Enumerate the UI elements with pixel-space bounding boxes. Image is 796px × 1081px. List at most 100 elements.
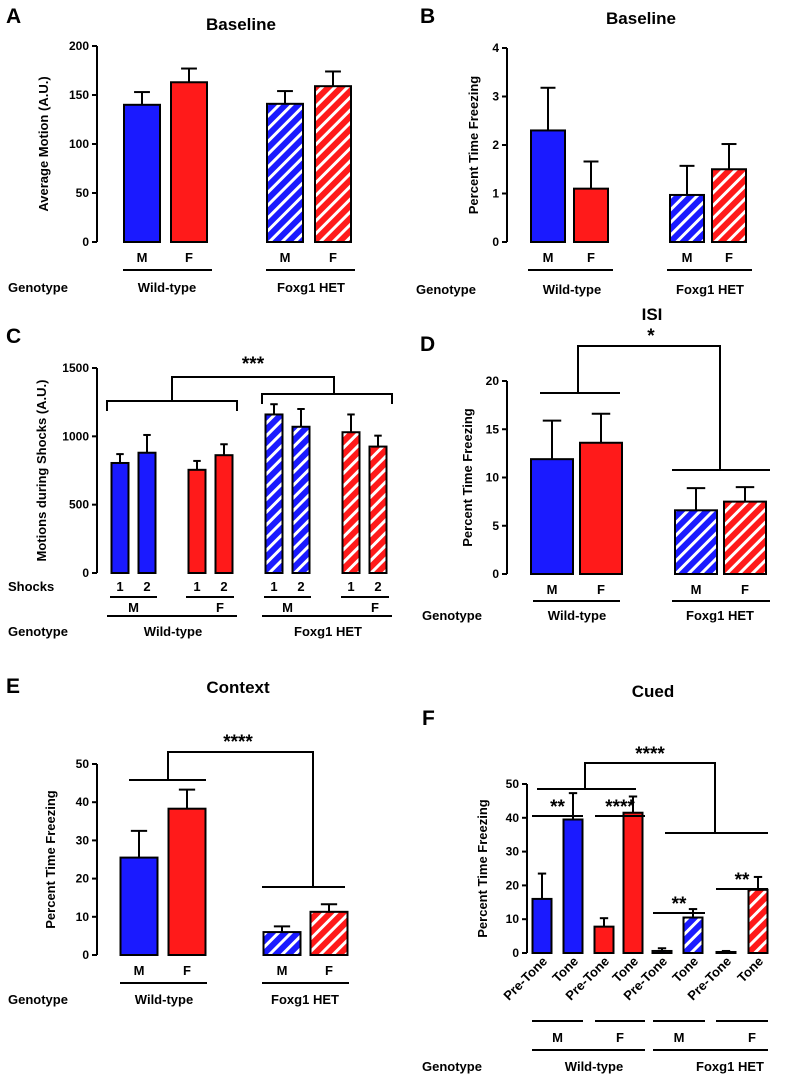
panel-label-B: B bbox=[420, 5, 435, 28]
category-label-A: F bbox=[185, 250, 193, 265]
y-tick-label-C: 500 bbox=[69, 498, 89, 512]
bar-F-7 bbox=[715, 950, 737, 955]
category-label-B: M bbox=[543, 250, 554, 265]
group-label-A: Wild-type bbox=[138, 280, 196, 295]
shock-number-C: 1 bbox=[270, 579, 277, 594]
bracket-main-E bbox=[167, 751, 314, 887]
y-tick-label-A: 50 bbox=[76, 186, 90, 200]
category-label-F: Tone bbox=[734, 954, 766, 986]
y-axis-label-E: Percent Time Freezing bbox=[43, 790, 58, 929]
y-axis-label-C: Motions during Shocks (A.U.) bbox=[34, 380, 49, 562]
panel-title-D: ISI bbox=[642, 305, 663, 324]
significance-E: **** bbox=[223, 732, 253, 753]
panel-title-B: Baseline bbox=[606, 9, 676, 28]
y-tick-label-B: 2 bbox=[492, 138, 499, 152]
sex-label-C: M bbox=[282, 600, 293, 615]
group-label-F: Wild-type bbox=[565, 1059, 623, 1074]
y-tick-label-F: 50 bbox=[506, 777, 520, 791]
bracket-main-D bbox=[577, 345, 721, 470]
bar-C-3 bbox=[187, 468, 207, 575]
bar-F-8 bbox=[747, 888, 769, 955]
panel-label-C: C bbox=[6, 325, 21, 348]
category-label-E: M bbox=[277, 963, 288, 978]
group-label-E: Foxg1 HET bbox=[271, 992, 339, 1007]
pair-significance-F: ** bbox=[735, 870, 750, 891]
category-label-D: M bbox=[691, 582, 702, 597]
category-label-A: F bbox=[329, 250, 337, 265]
y-axis-label-D: Percent Time Freezing bbox=[460, 408, 475, 547]
category-label-D: F bbox=[741, 582, 749, 597]
y-tick-label-B: 3 bbox=[492, 90, 499, 104]
significance-D: * bbox=[647, 326, 655, 347]
shock-number-C: 1 bbox=[193, 579, 200, 594]
bar-C-7 bbox=[341, 431, 361, 574]
y-tick-label-A: 200 bbox=[69, 39, 89, 53]
category-label-B: M bbox=[682, 250, 693, 265]
y-tick-label-B: 0 bbox=[492, 235, 499, 249]
bar-D-3 bbox=[674, 509, 718, 575]
genotype-label-A: Genotype bbox=[8, 280, 68, 295]
panel-title-E: Context bbox=[206, 678, 270, 697]
y-tick-label-F: 0 bbox=[512, 946, 519, 960]
bar-E-1 bbox=[119, 856, 159, 957]
category-label-E: F bbox=[183, 963, 191, 978]
bar-B-2 bbox=[573, 187, 609, 243]
category-label-F: Pre-Tone bbox=[500, 954, 550, 1004]
y-tick-label-E: 0 bbox=[82, 948, 89, 962]
group-label-E: Wild-type bbox=[135, 992, 193, 1007]
bar-F-4 bbox=[622, 811, 644, 954]
y-tick-label-E: 40 bbox=[76, 795, 90, 809]
y-tick-label-F: 30 bbox=[506, 845, 520, 859]
bar-F-2 bbox=[562, 818, 584, 954]
group-label-D: Foxg1 HET bbox=[686, 608, 754, 623]
sex-label-C: M bbox=[128, 600, 139, 615]
y-axis-label-A: Average Motion (A.U.) bbox=[36, 76, 51, 211]
bar-F-5 bbox=[651, 949, 673, 954]
bar-E-2 bbox=[167, 807, 207, 956]
genotype-label-F: Genotype bbox=[422, 1059, 482, 1074]
y-tick-label-D: 15 bbox=[486, 422, 500, 436]
group-label-F: Foxg1 HET bbox=[696, 1059, 764, 1074]
y-tick-label-A: 150 bbox=[69, 88, 89, 102]
bar-C-5 bbox=[264, 413, 284, 575]
sex-label-F: M bbox=[552, 1030, 563, 1045]
bar-E-3 bbox=[262, 931, 302, 957]
category-label-B: F bbox=[587, 250, 595, 265]
bar-E-4 bbox=[309, 910, 349, 956]
y-tick-label-C: 1500 bbox=[62, 361, 89, 375]
shock-number-C: 1 bbox=[116, 579, 123, 594]
category-label-E: M bbox=[134, 963, 145, 978]
bar-A-2 bbox=[170, 81, 208, 244]
panel-label-F: F bbox=[422, 707, 435, 730]
y-tick-label-E: 20 bbox=[76, 872, 90, 886]
y-tick-label-B: 1 bbox=[492, 187, 499, 201]
group-label-C: Wild-type bbox=[144, 624, 202, 639]
category-label-E: F bbox=[325, 963, 333, 978]
y-tick-label-E: 50 bbox=[76, 757, 90, 771]
significance-C: *** bbox=[242, 354, 265, 375]
group-label-D: Wild-type bbox=[548, 608, 606, 623]
y-tick-label-D: 5 bbox=[492, 519, 499, 533]
group-label-A: Foxg1 HET bbox=[277, 280, 345, 295]
category-label-D: F bbox=[597, 582, 605, 597]
bar-F-3 bbox=[593, 925, 615, 954]
category-label-A: M bbox=[280, 250, 291, 265]
y-tick-label-E: 30 bbox=[76, 833, 90, 847]
bar-B-1 bbox=[530, 129, 566, 243]
bracket-main-C bbox=[171, 376, 335, 401]
bar-A-3 bbox=[266, 102, 304, 243]
bar-C-1 bbox=[110, 461, 130, 575]
bar-A-1 bbox=[123, 103, 161, 243]
genotype-label-E: Genotype bbox=[8, 992, 68, 1007]
y-tick-label-D: 20 bbox=[486, 374, 500, 388]
bar-D-1 bbox=[530, 458, 574, 576]
y-tick-label-D: 0 bbox=[492, 567, 499, 581]
bracket-het-C bbox=[261, 393, 393, 404]
bar-C-8 bbox=[368, 445, 388, 575]
y-tick-label-C: 1000 bbox=[62, 429, 89, 443]
bar-B-4 bbox=[711, 168, 747, 243]
sex-label-F: F bbox=[616, 1030, 624, 1045]
shock-number-C: 1 bbox=[347, 579, 354, 594]
y-tick-label-D: 10 bbox=[486, 471, 500, 485]
